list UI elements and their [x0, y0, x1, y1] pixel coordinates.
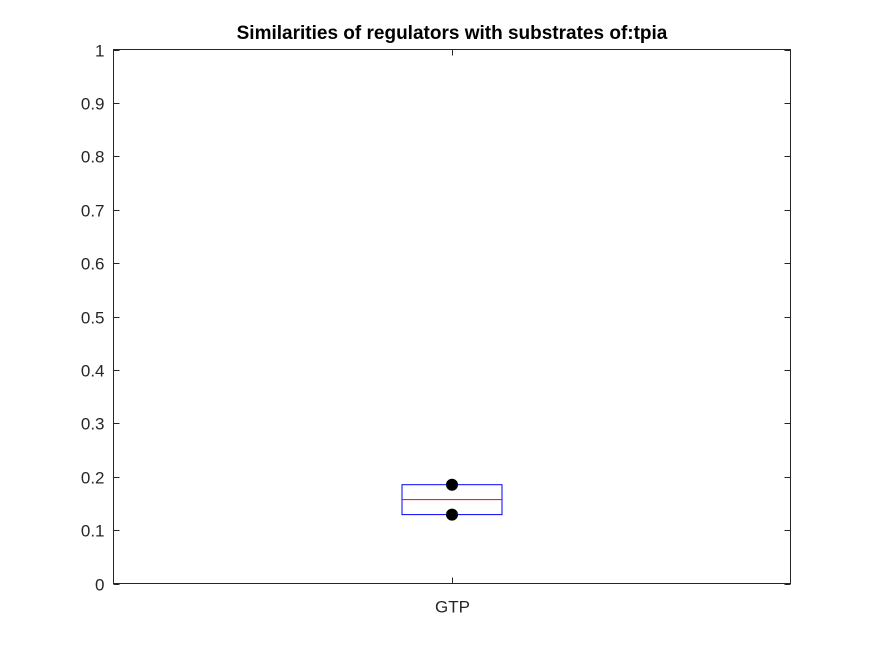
y-tick-label: 0.6: [81, 255, 105, 274]
chart-title: Similarities of regulators with substrat…: [237, 23, 668, 44]
data-points: [446, 478, 458, 521]
y-tick-label: 0.8: [81, 148, 105, 167]
plot-area: [113, 49, 791, 584]
y-tick-label: 0.4: [81, 362, 105, 381]
y-tick-label: 0.7: [81, 202, 105, 221]
x-axis-ticks: GTP: [435, 49, 470, 617]
y-tick-label: 0: [95, 576, 104, 595]
y-tick-label: 0.3: [81, 415, 105, 434]
x-tick-label: GTP: [435, 598, 470, 617]
y-axis-ticks: 0 0.1 0.2 0.3 0.4 0.5 0.6 0.7 0.8 0.9 1: [81, 42, 791, 595]
y-tick-label: 0.2: [81, 469, 105, 488]
axes-box: [113, 49, 791, 584]
y-tick-label: 0.9: [81, 95, 105, 114]
y-tick-label: 1: [95, 42, 104, 61]
data-point: [446, 478, 458, 491]
y-tick-label: 0.5: [81, 309, 105, 328]
data-point: [446, 508, 458, 521]
y-tick-label: 0.1: [81, 522, 105, 541]
